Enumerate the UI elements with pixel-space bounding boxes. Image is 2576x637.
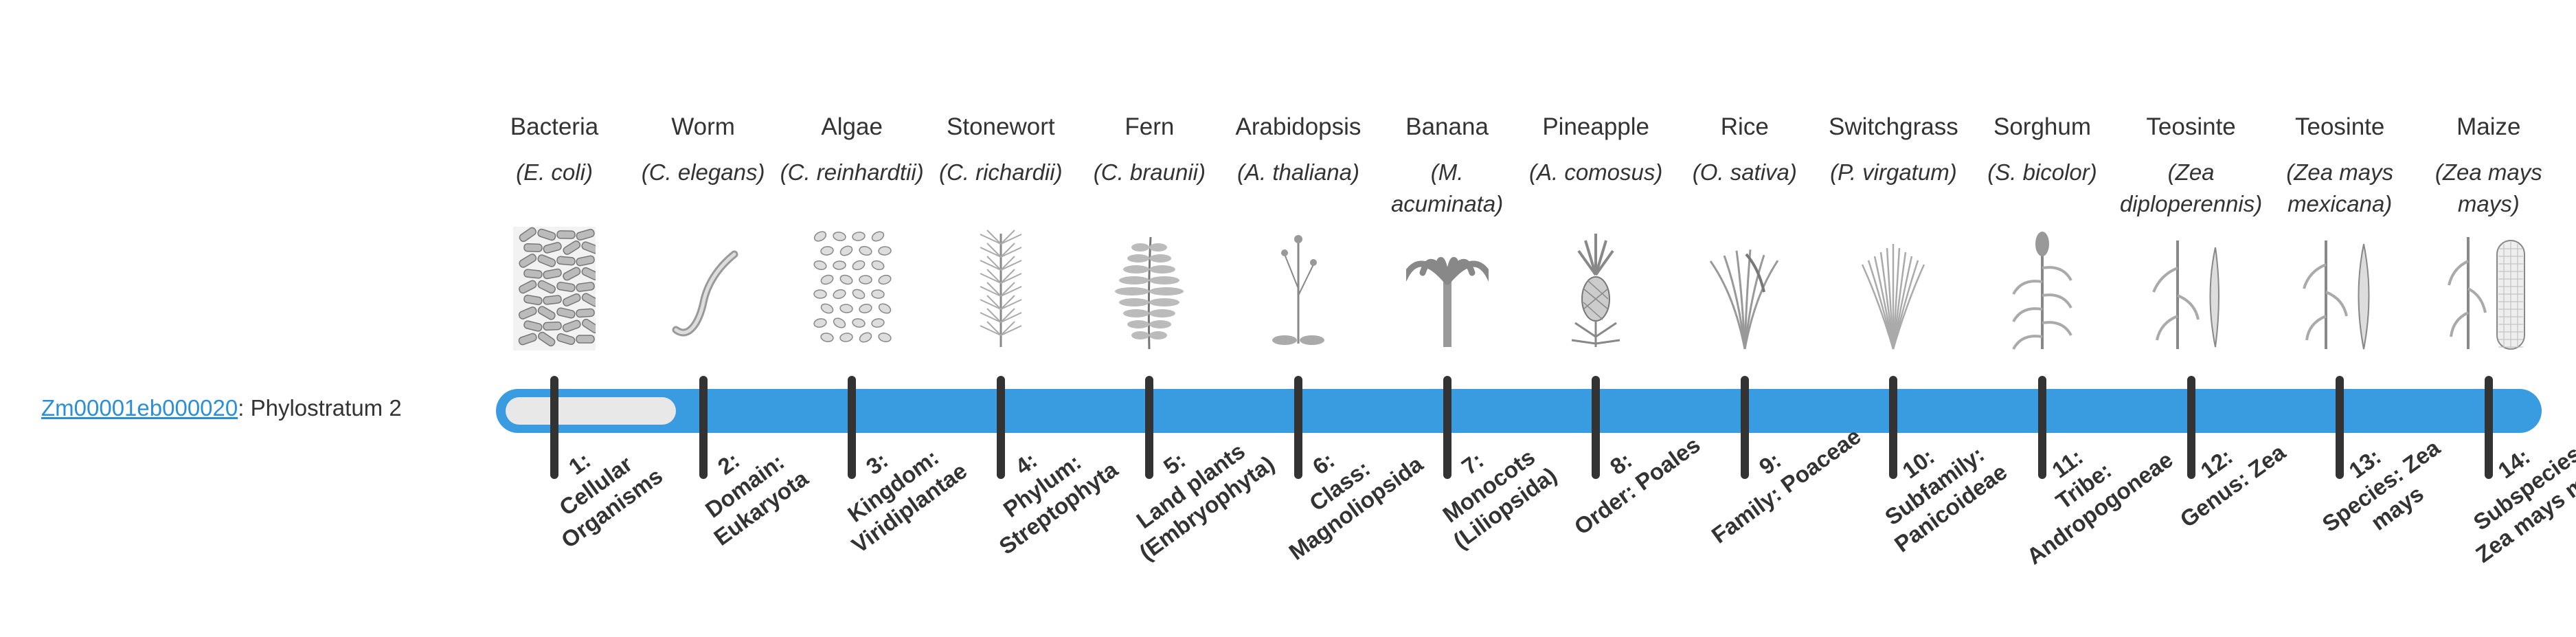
stratum-tick[interactable] — [848, 376, 857, 479]
organism-common-name: Switchgrass — [1829, 113, 1958, 140]
organism-scientific-name: (E. coli) — [516, 159, 593, 185]
organism-common-name: Pineapple — [1542, 113, 1650, 140]
teosinte-icon — [2151, 241, 2219, 349]
organism-scientific-name: (A. thaliana) — [1237, 159, 1359, 185]
organism-common-name: Worm — [671, 113, 735, 140]
organism-common-name: Fern — [1125, 113, 1175, 140]
banana-icon — [1405, 257, 1489, 347]
organism-common-name: Stonewort — [947, 113, 1055, 140]
organism-scientific-name: (M. acuminata) — [1390, 159, 1504, 216]
organism-scientific-name: (S. bicolor) — [1987, 159, 2097, 185]
organism-scientific-italic: C. elegans — [648, 159, 758, 185]
organism-scientific-name: (Zea diploperennis) — [2119, 159, 2263, 216]
organism-common-name: Maize — [2456, 113, 2521, 140]
organism-common-name: Teosinte — [2295, 113, 2385, 140]
organism-scientific-italic: S. bicolor — [1995, 159, 2090, 185]
gene-phylostratum-label: Zm00001eb000020: Phylostratum 2 — [41, 395, 402, 421]
organism-scientific-italic: E. coli — [523, 159, 585, 185]
organism-scientific-italic: P. virgatum — [1838, 159, 1950, 185]
organism-scientific-name: (C. reinhardtii) — [780, 159, 924, 185]
stratum-tick[interactable] — [1443, 376, 1451, 479]
organism-common-name: Algae — [821, 113, 883, 140]
pineapple-icon — [1571, 234, 1620, 347]
organism-scientific-name: (C. richardii) — [938, 159, 1063, 185]
organism-scientific-italic: A. comosus — [1536, 159, 1656, 185]
organism-common-name: Arabidopsis — [1235, 113, 1362, 140]
stratum-tick[interactable] — [996, 376, 1005, 479]
organism-scientific-italic: Zea diploperennis — [2119, 159, 2255, 216]
organism-common-name: Banana — [1405, 113, 1489, 140]
stratum-tick[interactable] — [2336, 376, 2345, 479]
worm-icon — [672, 250, 738, 337]
stratum-tick[interactable] — [1740, 376, 1749, 479]
organism-common-name: Bacteria — [510, 113, 599, 140]
stratum-tick[interactable] — [550, 376, 558, 479]
stonewort-icon — [980, 230, 1022, 347]
organism-common-name: Sorghum — [1993, 113, 2092, 140]
organism-scientific-italic: A. thaliana — [1245, 159, 1352, 185]
maize-icon — [2447, 237, 2525, 350]
organism-scientific-italic: M. acuminata — [1390, 159, 1496, 216]
organism-common-name: Rice — [1720, 113, 1769, 140]
algae-icon — [813, 231, 892, 343]
organism-scientific-name: (C. braunii) — [1093, 159, 1206, 185]
stratum-tick[interactable] — [1889, 376, 1898, 479]
stratum-tick[interactable] — [1145, 376, 1154, 479]
arabidopsis-icon — [1272, 235, 1324, 345]
rice-icon — [1709, 249, 1779, 350]
stratum-tick[interactable] — [1592, 376, 1601, 479]
stratum-tick[interactable] — [699, 376, 708, 479]
stratum-tick[interactable] — [2038, 376, 2046, 479]
bacteria-icon — [513, 227, 596, 350]
organism-scientific-name: (A. comosus) — [1528, 159, 1663, 185]
organism-scientific-italic: O. sativa — [1699, 159, 1789, 185]
phylostratum-track — [496, 389, 2542, 433]
switchgrass-icon — [1862, 244, 1925, 350]
organism-scientific-name: (O. sativa) — [1692, 159, 1797, 185]
organism-scientific-italic: C. braunii — [1100, 159, 1198, 185]
stratum-tick[interactable] — [1294, 376, 1302, 479]
organism-scientific-name: (P. virgatum) — [1830, 159, 1957, 185]
organism-scientific-name: (Zea mays mays) — [2434, 159, 2542, 216]
phylostratum-progress-fill — [506, 397, 676, 425]
organism-scientific-italic: Zea mays mexicana — [2287, 159, 2394, 216]
stratum-tick[interactable] — [2187, 376, 2195, 479]
fern-icon — [1115, 236, 1184, 350]
sorghum-icon — [2012, 232, 2072, 350]
teosinte-mexicana-icon — [2303, 241, 2370, 350]
organism-scientific-italic: C. richardii — [946, 159, 1055, 185]
organism-scientific-name: (Zea mays mexicana) — [2286, 159, 2394, 216]
gene-id-link[interactable]: Zm00001eb000020 — [41, 395, 238, 421]
organism-common-name: Teosinte — [2146, 113, 2236, 140]
organism-scientific-italic: Zea mays mays — [2442, 159, 2542, 216]
stratum-tick[interactable] — [2484, 376, 2493, 479]
organism-scientific-italic: C. reinhardtii — [787, 159, 916, 185]
phylostratum-text: : Phylostratum 2 — [238, 395, 402, 421]
organism-scientific-name: (C. elegans) — [641, 159, 765, 185]
